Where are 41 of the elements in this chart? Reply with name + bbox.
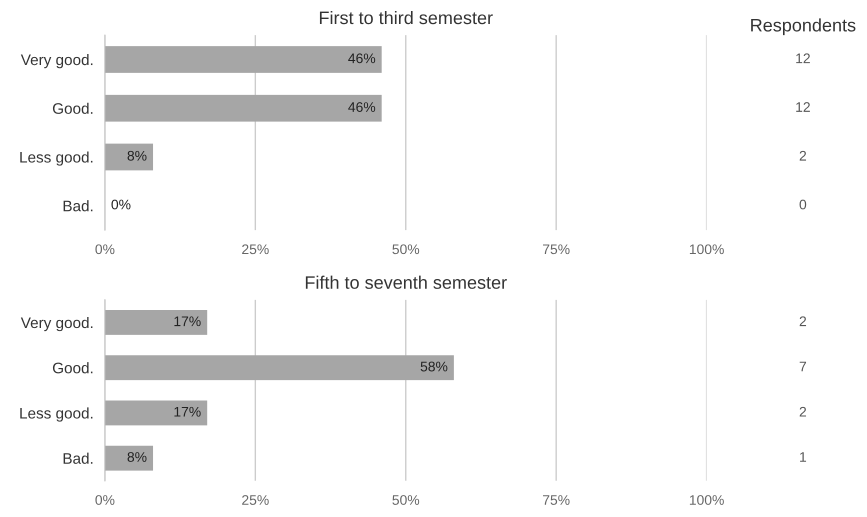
x-tick-label: 25% [242,244,269,254]
y-tick-label: Less good. [20,407,92,422]
text: 0 [800,200,806,210]
x-tick-label: 0% [95,495,114,505]
x-tick-label: 100% [690,495,724,505]
x-tick-label: 25% [242,495,269,505]
data-label: 46% [348,53,376,64]
text: 2 [800,150,806,161]
text: 2 [800,316,806,326]
data-label: 46% [348,102,376,112]
x-tick-label: 50% [392,244,420,254]
text: 12 [796,102,810,112]
text: Respondents [751,18,856,36]
x-tick-label: 75% [542,495,570,505]
y-tick-label: Good. [52,102,92,114]
x-tick-label: 50% [392,495,420,505]
text: 2 [800,406,806,417]
bar [104,310,208,335]
bar [104,400,208,426]
data-label: 8% [128,150,147,161]
text: 1 [800,452,806,462]
bar [104,446,154,471]
y-tick-label: Very good. [20,54,92,68]
data-label: 17% [174,406,201,417]
data-label: 58% [420,362,448,372]
y-tick-label: Good. [52,362,92,374]
x-tick-label: 75% [542,244,570,254]
data-label: 0% [111,200,131,210]
y-tick-label: Less good. [20,151,92,166]
chart-title: Fifth to seventh semester [306,276,507,289]
text: 7 [800,362,806,372]
y-tick-label: Bad. [64,452,92,464]
chart-title: First to third semester [320,10,493,24]
data-label: 17% [174,316,201,326]
x-tick-label: 100% [690,244,724,254]
data-label: 8% [128,452,147,462]
text: 12 [796,53,810,64]
y-tick-label: Very good. [20,316,92,332]
x-tick-label: 0% [95,244,114,254]
y-tick-label: Bad. [64,200,92,212]
bar [104,355,454,380]
